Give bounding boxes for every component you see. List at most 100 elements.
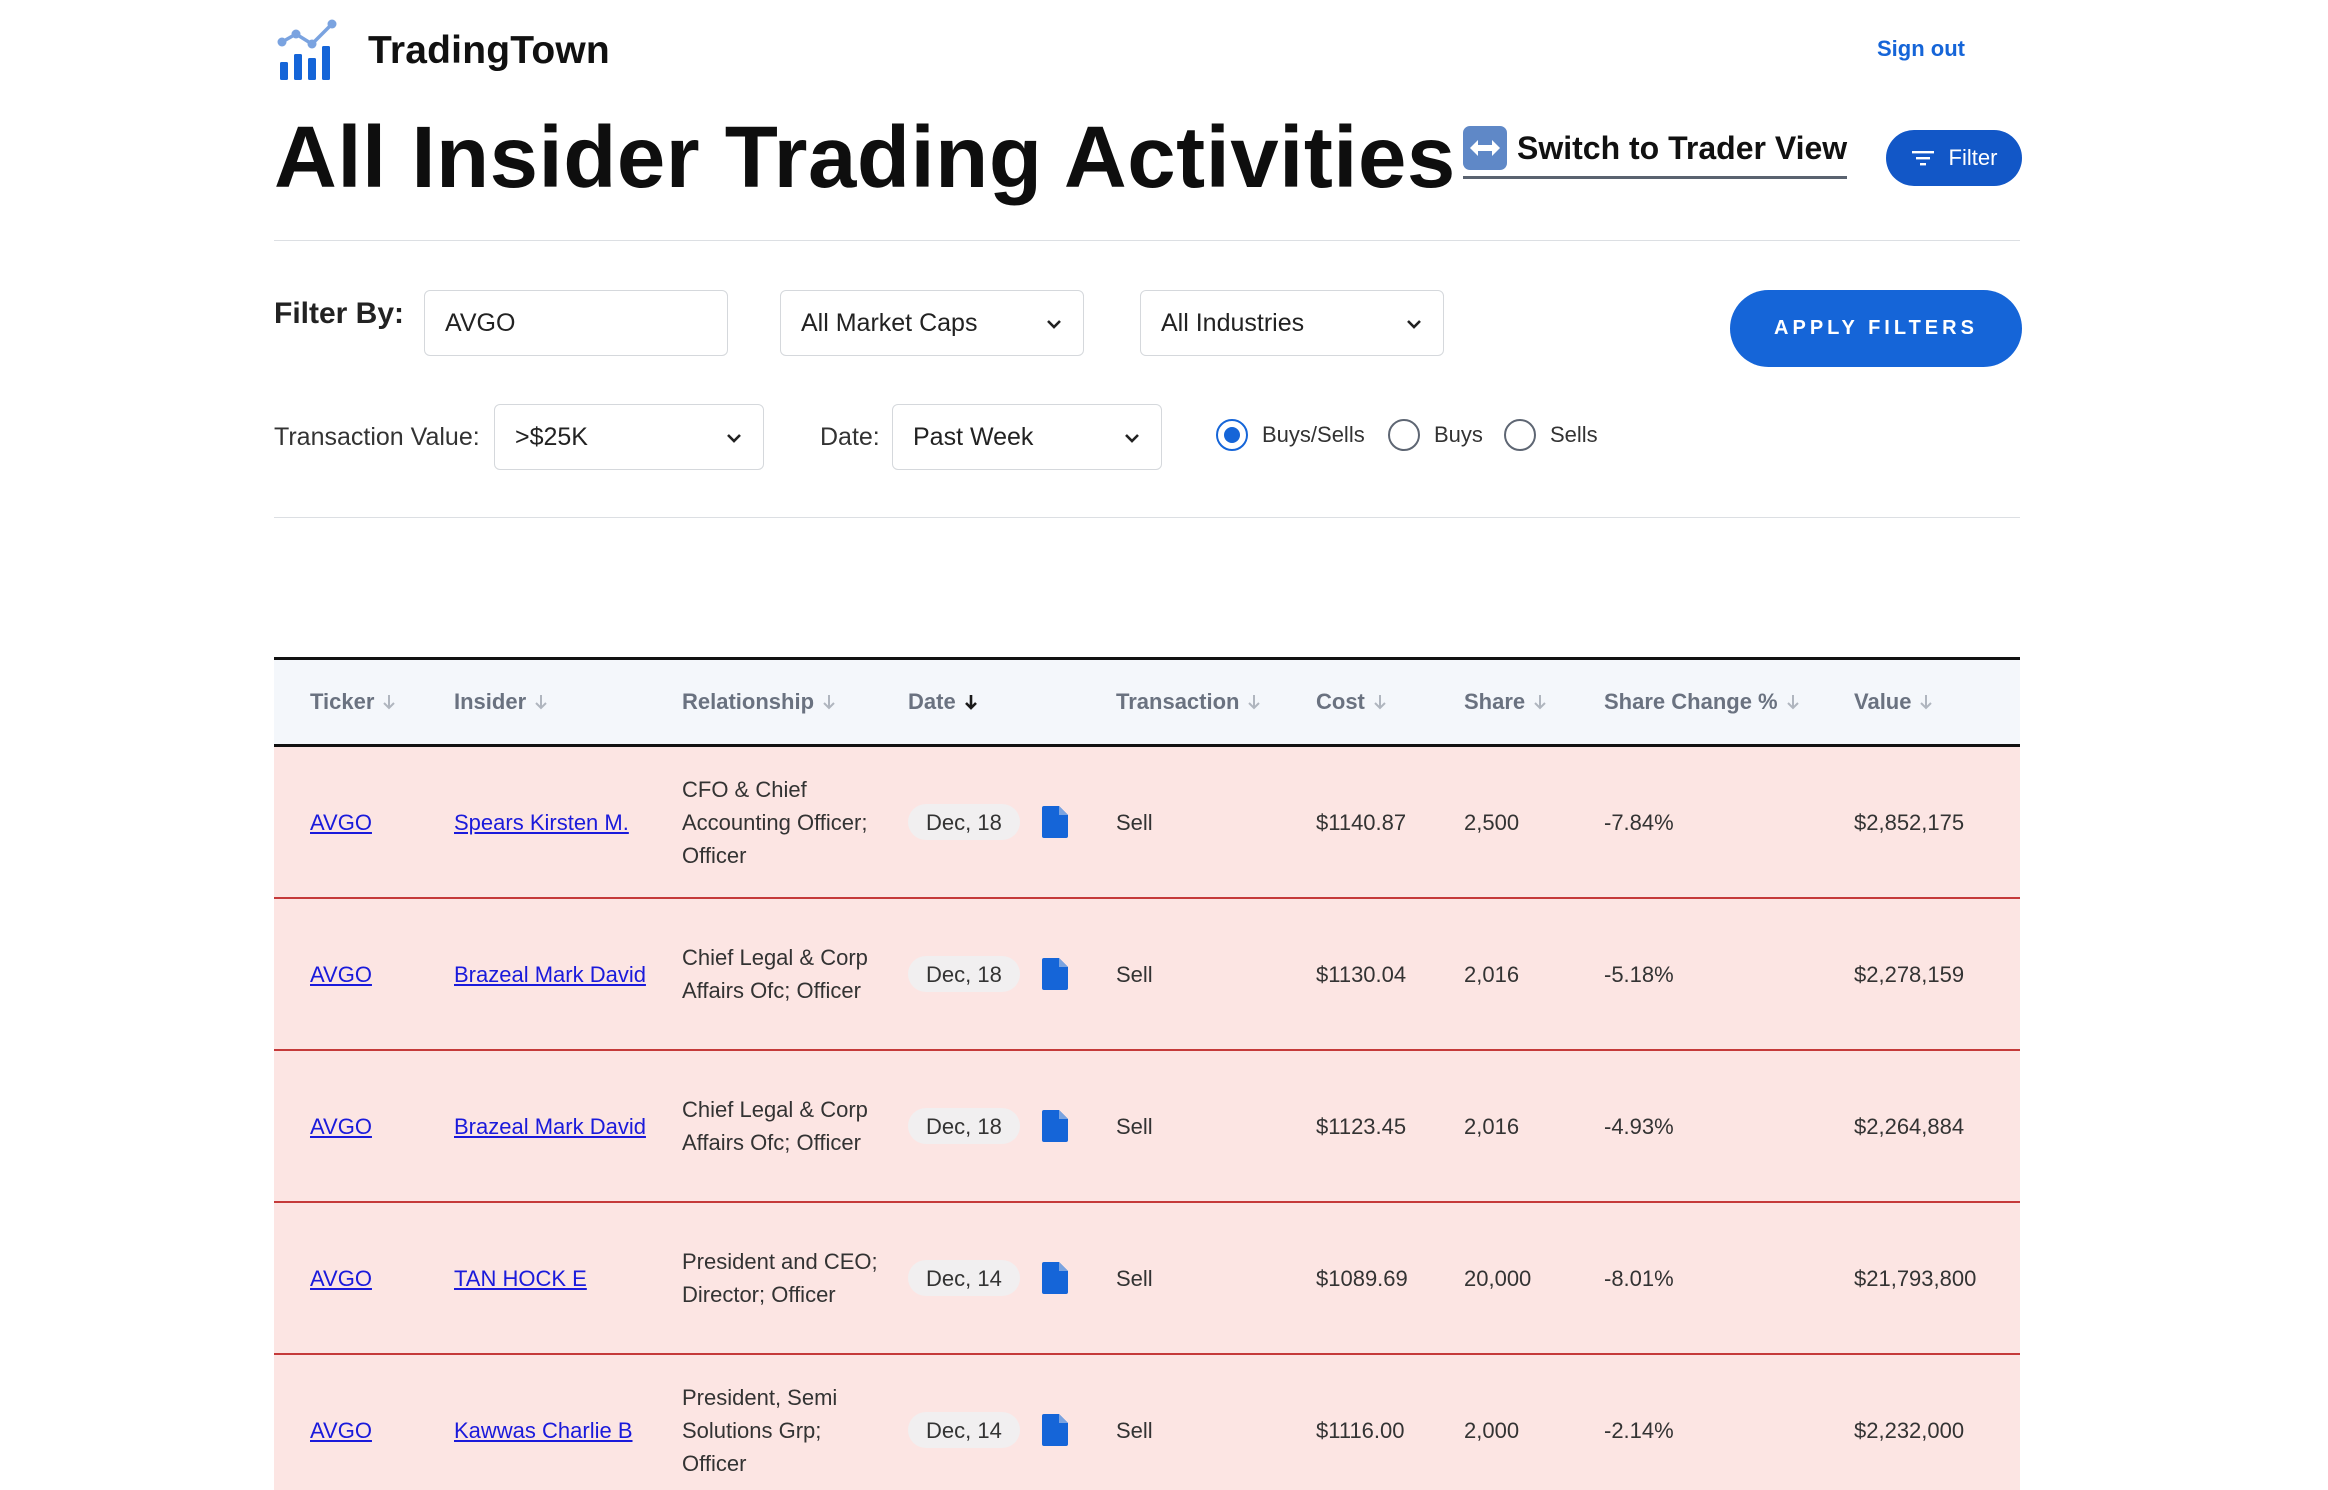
switch-view-link[interactable]: Switch to Trader View (1463, 126, 1848, 179)
insider-link[interactable]: Brazeal Mark David (454, 1113, 646, 1139)
arrow-down-icon (1920, 695, 1933, 710)
column-header-insider[interactable]: Insider (454, 660, 654, 744)
share-cell: 2,016 (1464, 1113, 1520, 1139)
document-icon[interactable] (1041, 1110, 1068, 1142)
column-header-relationship[interactable]: Relationship (682, 660, 882, 744)
sign-out-link[interactable]: Sign out (1877, 36, 1965, 61)
share-change-cell: -4.93% (1604, 1113, 1674, 1139)
relationship-cell: President and CEO; Director; Officer (682, 1249, 878, 1307)
value-cell: $2,278,159 (1854, 961, 1965, 987)
column-header-label: Insider (454, 689, 527, 714)
market-cap-value: All Market Caps (801, 308, 978, 337)
transaction-value-select[interactable]: >$25K (494, 404, 764, 470)
table-header: Ticker Insider Relationship Date Transac… (274, 657, 2020, 747)
radio-label: Buys (1434, 422, 1483, 447)
ticker-link[interactable]: AVGO (310, 1113, 372, 1139)
transaction-value-label: Transaction Value: (274, 423, 480, 451)
transaction-value-value: >$25K (515, 422, 588, 451)
document-icon[interactable] (1041, 806, 1068, 838)
arrow-down-icon (823, 695, 835, 710)
divider (274, 517, 2020, 518)
column-header-transaction[interactable]: Transaction (1116, 660, 1261, 744)
share-change-cell: -7.84% (1604, 809, 1674, 835)
brand[interactable]: TradingTown (274, 18, 610, 84)
filter-button-label: Filter (1948, 145, 1998, 170)
market-cap-select[interactable]: All Market Caps (780, 290, 1084, 356)
ticker-cell: AVGO (310, 899, 372, 1049)
share-cell: 2,016 (1464, 961, 1520, 987)
date-label: Date: (820, 423, 880, 451)
column-header-share-change[interactable]: Share Change % (1604, 660, 1800, 744)
radio-dot[interactable] (1216, 419, 1248, 451)
relationship-cell: President, Semi Solutions Grp; Officer (682, 1384, 838, 1476)
column-header-label: Ticker (310, 689, 375, 714)
cost-cell: $1123.45 (1316, 1113, 1407, 1139)
date-pill: Dec, 18 (908, 956, 1020, 992)
left-right-arrow-icon (1463, 126, 1507, 170)
radio-label: Sells (1550, 422, 1598, 447)
date-select[interactable]: Past Week (892, 404, 1162, 470)
column-header-label: Value (1854, 689, 1912, 714)
ticker-link[interactable]: AVGO (310, 961, 372, 987)
transaction-cell: Sell (1116, 809, 1153, 835)
cost-cell: $1116.00 (1316, 1417, 1405, 1443)
insider-link[interactable]: Spears Kirsten M. (454, 809, 629, 835)
insider-cell: Kawwas Charlie B (454, 1355, 654, 1490)
column-header-label: Share (1464, 689, 1526, 714)
date-cell: Dec, 18 (908, 747, 1068, 897)
insider-cell: Spears Kirsten M. (454, 747, 654, 897)
ticker-cell: AVGO (310, 1051, 372, 1201)
insider-trades-table: Ticker Insider Relationship Date Transac… (274, 657, 2020, 1490)
relationship-cell: CFO & Chief Accounting Officer; Officer (682, 776, 868, 868)
column-header-cost[interactable]: Cost (1316, 660, 1387, 744)
column-header-label: Cost (1316, 689, 1365, 714)
table-row: AVGO Spears Kirsten M. CFO & Chief Accou… (274, 747, 2020, 899)
document-icon[interactable] (1041, 958, 1068, 990)
radio-sells[interactable]: Sells (1504, 419, 1598, 451)
ticker-link[interactable]: AVGO (310, 1417, 372, 1443)
apply-filters-button[interactable]: APPLY FILTERS (1730, 290, 2022, 367)
table-row: AVGO Brazeal Mark David Chief Legal & Co… (274, 899, 2020, 1051)
column-header-ticker[interactable]: Ticker (310, 660, 396, 744)
page-title: All Insider Trading Activities (274, 109, 1456, 206)
chevron-down-icon (1407, 320, 1421, 329)
insider-link[interactable]: Kawwas Charlie B (454, 1417, 633, 1443)
radio-buys-sells[interactable]: Buys/Sells (1216, 419, 1365, 451)
ticker-link[interactable]: AVGO (310, 809, 372, 835)
date-value: Past Week (913, 422, 1034, 451)
column-header-label: Relationship (682, 689, 815, 714)
arrow-down-icon (964, 695, 977, 710)
column-header-value[interactable]: Value (1854, 660, 1933, 744)
transaction-cell: Sell (1116, 1417, 1153, 1443)
transaction-cell: Sell (1116, 1265, 1153, 1291)
document-icon[interactable] (1041, 1414, 1068, 1446)
arrow-down-icon (1248, 695, 1261, 710)
share-cell: 2,000 (1464, 1417, 1520, 1443)
radio-dot[interactable] (1504, 419, 1536, 451)
radio-dot[interactable] (1388, 419, 1420, 451)
insider-link[interactable]: TAN HOCK E (454, 1265, 587, 1291)
industry-select[interactable]: All Industries (1140, 290, 1444, 356)
date-pill: Dec, 14 (908, 1412, 1020, 1448)
filter-lines-icon (1911, 151, 1934, 166)
filter-button[interactable]: Filter (1886, 130, 2022, 186)
date-pill: Dec, 18 (908, 1108, 1020, 1144)
column-header-date[interactable]: Date (908, 660, 978, 744)
radio-label: Buys/Sells (1262, 422, 1365, 447)
transaction-cell: Sell (1116, 961, 1153, 987)
radio-buys[interactable]: Buys (1388, 419, 1483, 451)
document-icon[interactable] (1041, 1262, 1068, 1294)
relationship-cell: Chief Legal & Corp Affairs Ofc; Officer (682, 1097, 868, 1155)
relationship-cell: Chief Legal & Corp Affairs Ofc; Officer (682, 945, 868, 1003)
chevron-down-icon (1047, 320, 1061, 329)
arrow-down-icon (1534, 695, 1546, 710)
insider-link[interactable]: Brazeal Mark David (454, 961, 646, 987)
chevron-down-icon (1125, 434, 1139, 443)
ticker-link[interactable]: AVGO (310, 1265, 372, 1291)
column-header-share[interactable]: Share (1464, 660, 1547, 744)
share-change-cell: -8.01% (1604, 1265, 1674, 1291)
cost-cell: $1130.04 (1316, 961, 1407, 987)
ticker-input[interactable]: AVGO (424, 290, 728, 356)
value-cell: $2,232,000 (1854, 1417, 1965, 1443)
switch-view-label: Switch to Trader View (1517, 129, 1848, 166)
